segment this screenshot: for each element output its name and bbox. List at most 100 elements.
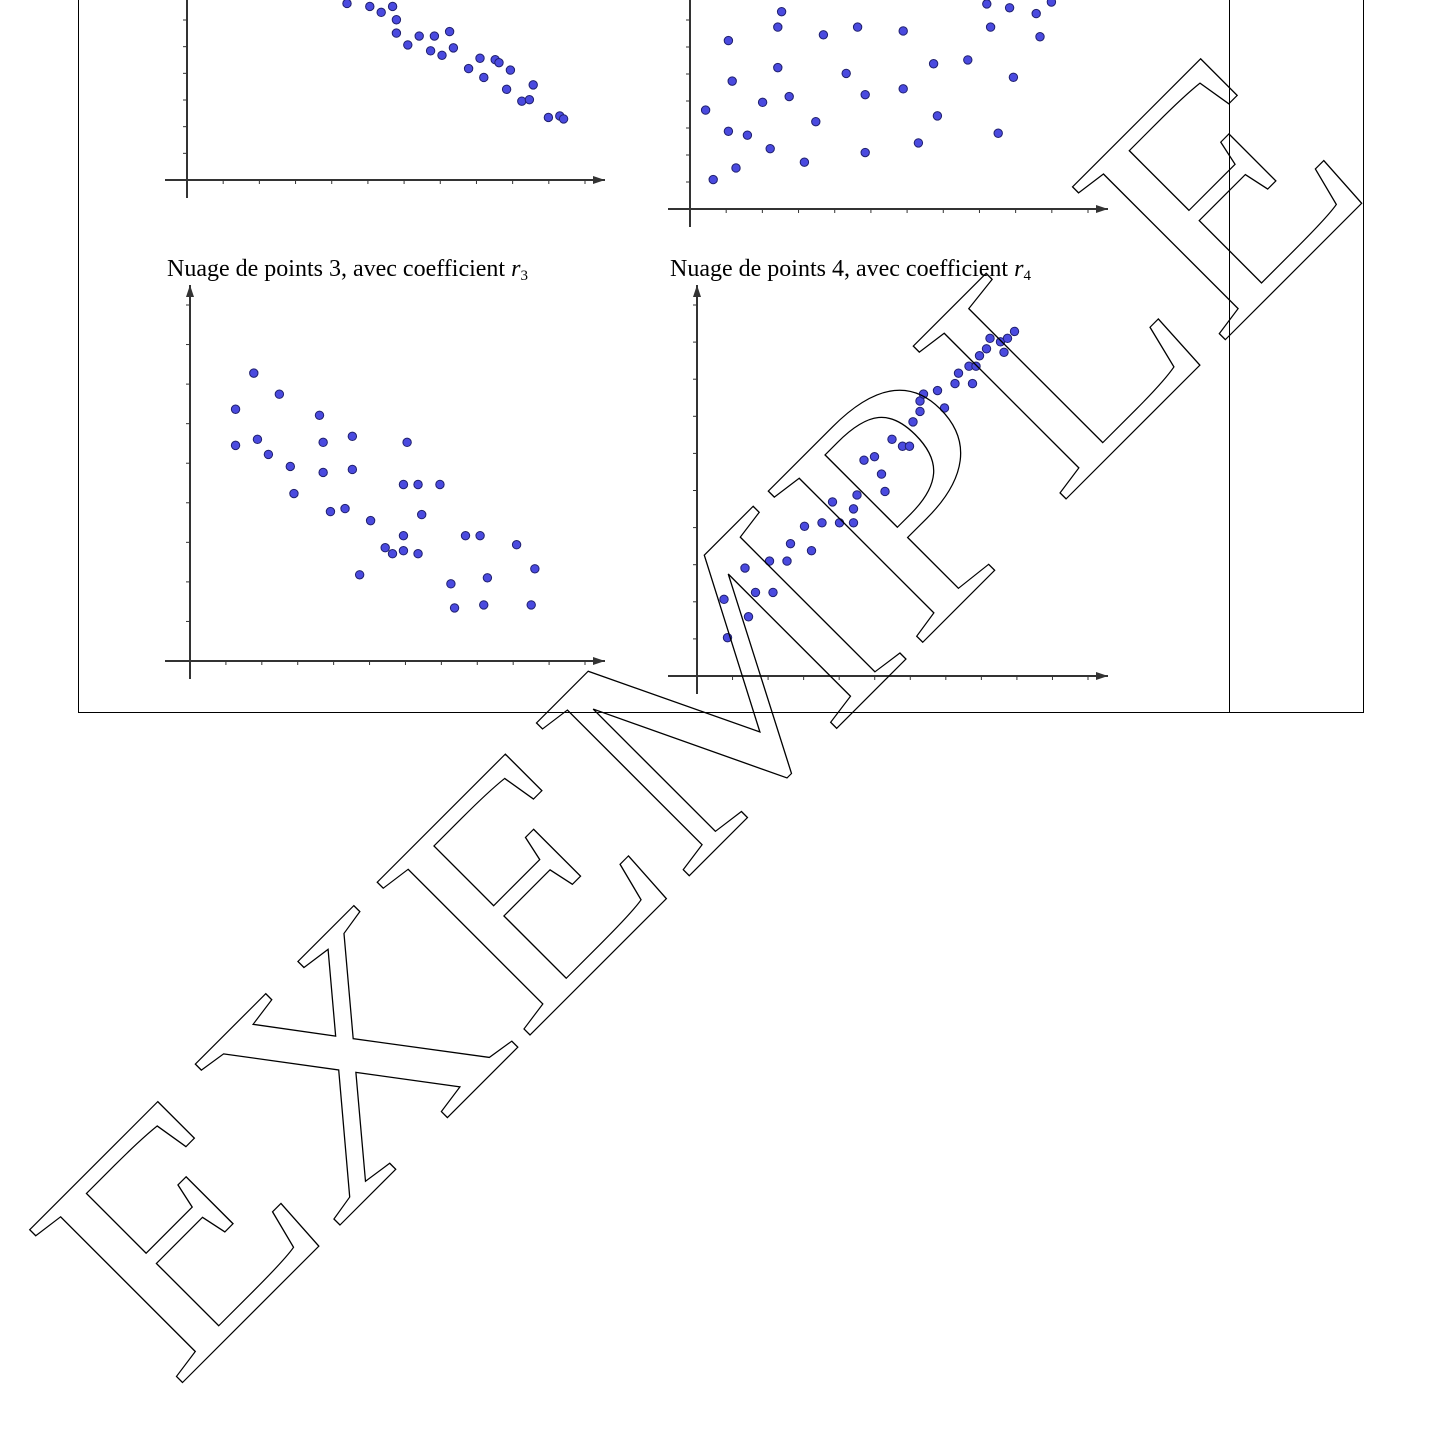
data-point [479, 600, 489, 610]
data-point [773, 22, 783, 32]
data-point [365, 515, 376, 526]
data-point [915, 406, 925, 417]
data-point [723, 126, 734, 137]
data-point [928, 59, 939, 69]
data-point [982, 0, 992, 9]
data-point [817, 518, 827, 528]
data-point [743, 612, 754, 622]
data-point [818, 30, 829, 40]
data-point [799, 521, 810, 531]
data-point [526, 600, 536, 610]
data-point [347, 431, 358, 442]
data-point [860, 89, 870, 100]
data-point [252, 434, 263, 445]
data-point [325, 506, 336, 517]
x-axis-arrow [1096, 672, 1108, 680]
data-point [263, 449, 274, 460]
data-point [950, 378, 960, 389]
data-point [437, 50, 447, 60]
data-point [403, 40, 413, 50]
data-point [811, 116, 821, 127]
data-point [398, 546, 409, 556]
data-point [347, 464, 358, 475]
data-point [785, 538, 796, 549]
data-point [740, 563, 750, 573]
data-point [719, 594, 729, 605]
caption-plot-3: Nuage de points 3, avec coefficient r3 [167, 256, 528, 284]
data-point [285, 461, 296, 472]
y-axis-arrow [693, 285, 701, 297]
data-point [939, 403, 950, 413]
data-point [530, 564, 540, 574]
data-point [827, 497, 838, 507]
plot4-axes [668, 285, 1108, 694]
data-point [967, 378, 978, 389]
data-point [340, 503, 350, 514]
data-point [391, 15, 402, 25]
data-point [765, 143, 775, 154]
data-point [880, 486, 890, 497]
data-point [314, 410, 325, 420]
data-point [876, 469, 887, 479]
scatter-plot-4 [668, 285, 1108, 694]
data-point [417, 509, 427, 520]
data-point [908, 417, 918, 427]
data-point [505, 65, 516, 75]
x-axis-arrow [1096, 205, 1108, 213]
data-point [413, 479, 423, 490]
data-point [249, 368, 259, 378]
data-point [799, 157, 810, 167]
data-point [318, 467, 328, 478]
data-point [723, 35, 734, 46]
data-point [953, 368, 964, 378]
scatter-plot-1 [165, 0, 605, 198]
data-point [731, 163, 741, 173]
data-point [460, 530, 471, 541]
data-point [230, 440, 241, 451]
data-point [848, 504, 859, 514]
data-point [475, 53, 485, 63]
data-point [974, 351, 985, 361]
data-point [768, 587, 778, 598]
data-point [727, 76, 737, 86]
data-point [402, 437, 412, 448]
plot3-axes [165, 285, 605, 679]
data-point [475, 530, 485, 541]
data-point [517, 96, 527, 106]
data-point [859, 455, 869, 465]
data-point [852, 22, 863, 32]
data-point [932, 111, 943, 121]
data-point [376, 7, 386, 18]
data-point [413, 549, 423, 559]
data-point [1002, 333, 1013, 344]
data-point [887, 434, 897, 444]
data-point [425, 46, 436, 56]
plot4-points [719, 326, 1020, 643]
data-point [981, 344, 992, 354]
data-point [852, 490, 862, 500]
data-point [985, 22, 996, 32]
plot2-axes [668, 0, 1108, 227]
plot2-points [700, 0, 1057, 185]
content-frame [78, 0, 1364, 713]
plot1-axes [165, 0, 605, 198]
data-point [391, 28, 402, 38]
y-axis-arrow [186, 285, 194, 297]
data-point [904, 441, 915, 451]
data-point [365, 1, 375, 12]
caption-plot-4: Nuage de points 4, avec coefficient r4 [670, 256, 1031, 284]
data-point [784, 91, 794, 102]
data-point [274, 389, 285, 399]
data-point [1009, 326, 1020, 337]
data-point [444, 26, 455, 37]
data-point [834, 518, 845, 528]
data-point [387, 549, 398, 559]
data-point [435, 479, 445, 490]
data-point [479, 72, 489, 83]
data-point [318, 437, 328, 448]
data-point [1004, 3, 1015, 13]
data-point [524, 94, 535, 105]
data-point [860, 147, 870, 158]
data-point [782, 556, 792, 566]
data-point [708, 174, 718, 185]
